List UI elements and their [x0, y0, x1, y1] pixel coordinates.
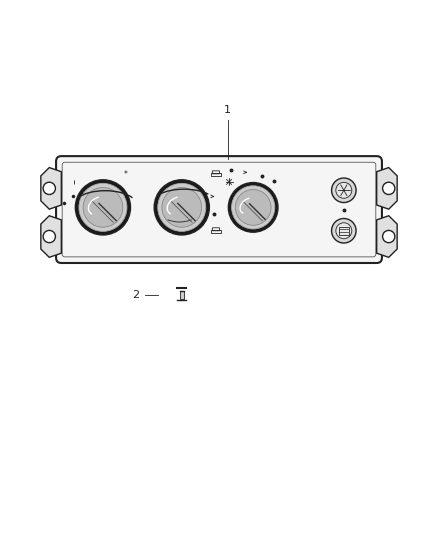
Bar	[180, 290, 184, 300]
Polygon shape	[41, 216, 61, 257]
Circle shape	[83, 188, 123, 227]
Polygon shape	[377, 216, 397, 257]
Polygon shape	[377, 167, 397, 209]
Circle shape	[235, 190, 271, 225]
Circle shape	[162, 188, 201, 227]
Circle shape	[43, 230, 55, 243]
Circle shape	[232, 186, 275, 229]
Bar	[339, 227, 349, 235]
Bar	[211, 173, 221, 176]
Circle shape	[158, 183, 206, 231]
Text: *: *	[124, 170, 127, 179]
Circle shape	[336, 182, 352, 198]
Text: 1: 1	[224, 106, 231, 115]
Circle shape	[332, 219, 356, 243]
Circle shape	[382, 230, 395, 243]
Circle shape	[382, 182, 395, 195]
Bar	[211, 230, 221, 233]
Text: 2: 2	[132, 290, 139, 300]
Circle shape	[75, 180, 131, 235]
Circle shape	[336, 223, 352, 239]
Circle shape	[43, 182, 55, 195]
Circle shape	[332, 178, 356, 203]
Polygon shape	[41, 167, 61, 209]
Circle shape	[228, 182, 278, 232]
FancyBboxPatch shape	[56, 156, 382, 263]
Circle shape	[154, 180, 209, 235]
Circle shape	[79, 183, 127, 231]
